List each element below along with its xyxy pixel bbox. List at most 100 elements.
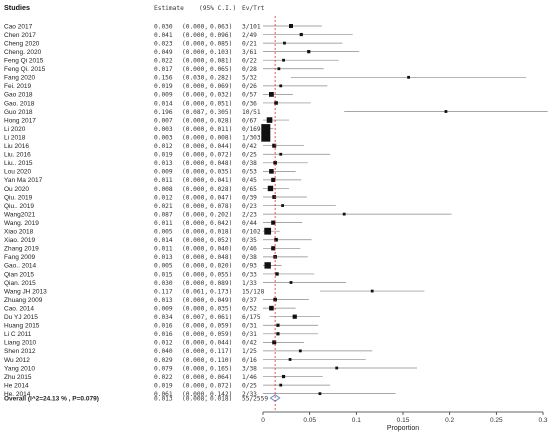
study-ci-lower: (0.000,: [182, 323, 208, 330]
study-name: Cao 2017: [4, 23, 33, 30]
table-row: Feng Qi. 2015 0.017 (0.000, 0.065) 0/28: [4, 66, 257, 73]
study-marker: [263, 195, 307, 199]
study-estimate: 0.016: [154, 323, 173, 330]
study-estimate: 0.011: [154, 220, 173, 227]
study-box: [279, 84, 283, 88]
study-box: [261, 124, 271, 134]
study-name: Xiao. 2019: [4, 237, 35, 244]
study-name: Wang JH 2013: [4, 288, 47, 295]
study-box: [318, 392, 322, 396]
study-name: Li C 2011: [4, 331, 32, 338]
study-ci-lower: (0.000,: [182, 83, 208, 90]
x-tick-label: 0.2: [445, 417, 454, 424]
header-ci: (95% C.I.): [199, 5, 236, 12]
study-ci-lower: (0.000,: [182, 271, 208, 278]
header-ev-trt: Ev/Trt: [242, 5, 265, 12]
study-box: [271, 246, 276, 251]
study-name: Ou 2020: [4, 186, 29, 193]
study-marker: [263, 227, 280, 235]
study-name: Qiu. 2019: [4, 194, 33, 201]
study-estimate: 0.023: [154, 40, 173, 47]
study-ci-upper: 0.103): [210, 49, 232, 56]
study-ci-lower: (0.000,: [182, 246, 208, 253]
study-ci-lower: (0.000,: [182, 382, 208, 389]
study-box: [277, 67, 281, 71]
study-box: [275, 272, 279, 276]
study-ci-upper: 0.064): [210, 374, 232, 381]
study-estimate: 0.041: [154, 32, 173, 39]
overall-label: Overall (I^2=24.13 % , P=0.079): [4, 394, 99, 402]
plot-area: [261, 16, 548, 412]
table-row: Guo 2018 0.196 (0.087, 0.305) 10/51: [4, 109, 261, 116]
study-ci-lower: (0.000,: [182, 117, 208, 124]
study-name: Wang. 2019: [4, 220, 39, 227]
study-marker: [344, 110, 548, 113]
study-ci-lower: (0.000,: [182, 58, 208, 65]
study-marker: [263, 297, 309, 302]
table-row: Liu 2016 0.012 (0.000, 0.044) 0/42: [4, 143, 257, 150]
study-ci-lower: (0.000,: [182, 134, 208, 141]
study-name: Li 2018: [4, 134, 26, 141]
study-box: [272, 340, 277, 345]
study-ci-upper: 0.142): [210, 391, 232, 398]
study-estimate: 0.022: [154, 58, 173, 65]
study-name: Cheng 2020: [4, 40, 40, 47]
study-box: [444, 110, 448, 113]
table-row: Qian 2015 0.015 (0.000, 0.055) 0/33: [4, 271, 257, 278]
study-estimate: 0.079: [154, 365, 173, 372]
study-ev-trt: 0/33: [242, 271, 257, 278]
study-ci-upper: 0.041): [210, 177, 232, 184]
study-ci-lower: (0.000,: [182, 177, 208, 184]
study-box: [307, 50, 311, 54]
study-estimate: 0.040: [154, 348, 173, 355]
study-ev-trt: 0/42: [242, 143, 257, 150]
study-ci-upper: 0.282): [210, 75, 232, 82]
study-estimate: 0.013: [154, 160, 173, 167]
study-name: Qian 2015: [4, 271, 34, 278]
study-name: Li 2020: [4, 126, 26, 133]
study-ci-upper: 0.028): [210, 117, 232, 124]
table-row: Gao.. 2014 0.005 (0.000, 0.020) 0/93: [4, 263, 257, 270]
study-marker: [263, 332, 319, 336]
study-ci-lower: (0.000,: [182, 152, 208, 159]
study-ci-upper: 0.081): [210, 58, 232, 65]
study-ev-trt: 2/33: [242, 391, 257, 398]
study-estimate: 0.029: [154, 357, 173, 364]
study-ci-lower: (0.000,: [182, 186, 208, 193]
study-ci-lower: (0.000,: [182, 305, 208, 312]
study-name: Xiao 2018: [4, 229, 34, 236]
study-name: Huang 2015: [4, 323, 40, 330]
study-marker: [263, 67, 324, 71]
table-row: Chen 2017 0.041 (0.000, 0.096) 2/49: [4, 32, 257, 39]
study-ev-trt: 0/35: [242, 237, 257, 244]
study-box: [335, 366, 339, 370]
study-estimate: 0.049: [154, 49, 173, 56]
study-ci-upper: 0.202): [210, 211, 232, 218]
study-ci-upper: 0.085): [210, 40, 232, 47]
study-ci-lower: (0.000,: [182, 203, 208, 210]
study-marker: [263, 272, 315, 276]
study-ev-trt: 0/23: [242, 203, 257, 210]
study-ci-upper: 0.035): [210, 305, 232, 312]
x-axis: 0 0.05 0.1 0.15 0.2 0.25 0.3 Proportion: [261, 411, 548, 432]
study-marker: [263, 41, 343, 45]
study-ci-lower: (0.000,: [182, 92, 208, 99]
study-name: Zhu 2015: [4, 374, 32, 381]
study-estimate: 0.017: [154, 66, 173, 73]
study-estimate: 0.015: [154, 271, 173, 278]
study-marker: [263, 212, 452, 216]
study-ev-trt: 0/36: [242, 100, 257, 107]
table-row: Wang. 2019 0.011 (0.000, 0.042) 0/44: [4, 220, 257, 227]
study-ev-trt: 0/31: [242, 331, 257, 338]
study-marker: [263, 152, 331, 156]
study-ev-trt: 0/38: [242, 160, 257, 167]
study-box: [261, 132, 271, 142]
table-row: Gao 2018 0.009 (0.000, 0.032) 0/57: [4, 92, 257, 99]
study-ci-upper: 0.028): [210, 186, 232, 193]
study-ci-upper: 0.047): [210, 194, 232, 201]
study-estimate: 0.009: [154, 169, 173, 176]
study-name: Guo 2018: [4, 109, 33, 116]
study-estimate: 0.014: [154, 237, 173, 244]
study-marker: [263, 92, 293, 97]
study-name: Hong 2017: [4, 117, 36, 124]
